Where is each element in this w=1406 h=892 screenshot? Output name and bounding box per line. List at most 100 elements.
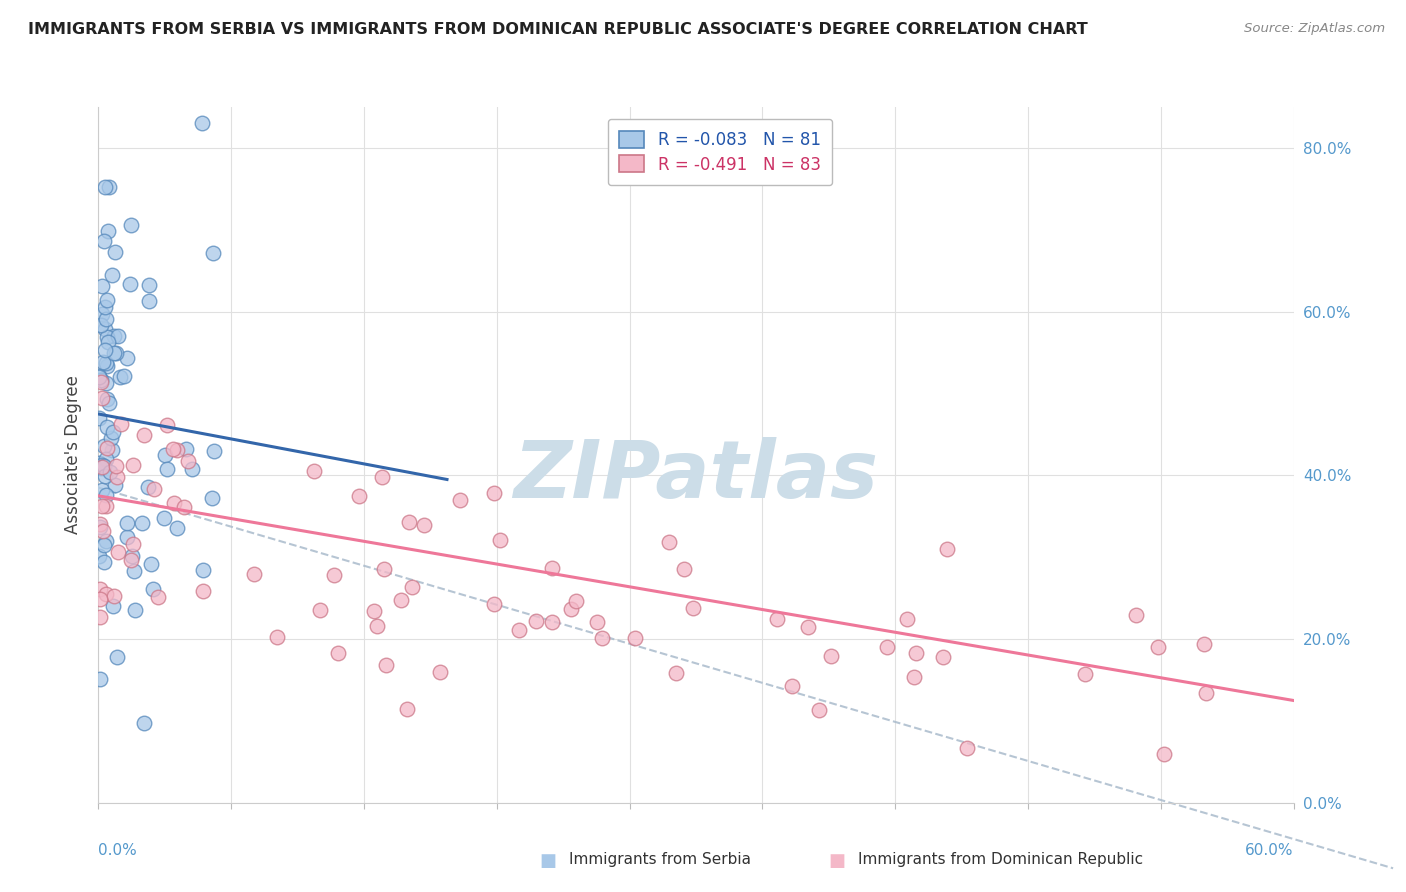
Point — [107, 545, 129, 559]
Point — [89, 673, 111, 687]
Point — [1125, 608, 1147, 623]
Point — [94, 321, 117, 335]
Point — [93, 555, 115, 569]
Point — [107, 329, 129, 343]
Point — [93, 538, 115, 552]
Point — [181, 462, 204, 476]
Point — [658, 535, 681, 549]
Point — [142, 483, 165, 497]
Text: 0.0%: 0.0% — [98, 843, 138, 858]
Point — [665, 665, 688, 680]
Text: ZIPatlas: ZIPatlas — [513, 437, 879, 515]
Point — [193, 584, 215, 599]
Point — [96, 293, 118, 308]
Point — [932, 649, 955, 664]
Text: ■: ■ — [828, 852, 845, 870]
Point — [173, 500, 195, 515]
Point — [153, 511, 176, 525]
Point — [121, 549, 143, 564]
Point — [371, 470, 394, 484]
Point — [489, 533, 512, 547]
Point — [308, 603, 330, 617]
Point — [103, 425, 125, 439]
Point — [98, 180, 121, 194]
Point — [103, 589, 125, 603]
Point — [905, 646, 928, 660]
Point — [808, 703, 831, 717]
Point — [134, 428, 156, 442]
Point — [797, 620, 820, 634]
Point — [389, 593, 412, 607]
Point — [524, 614, 547, 628]
Point — [105, 458, 128, 473]
Point — [94, 180, 117, 194]
Point — [1195, 686, 1218, 700]
Point — [96, 442, 118, 456]
Point — [91, 458, 114, 472]
Point — [122, 564, 145, 578]
Point — [89, 368, 111, 383]
Point — [302, 464, 325, 478]
Point — [484, 597, 506, 611]
Point — [105, 649, 128, 664]
Point — [142, 582, 165, 596]
Point — [682, 600, 704, 615]
Point — [449, 493, 471, 508]
Point — [162, 495, 184, 509]
Point — [935, 542, 957, 557]
Point — [508, 623, 530, 637]
Point — [323, 568, 346, 582]
Point — [96, 587, 118, 601]
Point — [162, 442, 184, 456]
Point — [131, 516, 153, 531]
Point — [90, 373, 112, 387]
Point — [373, 562, 395, 576]
Point — [412, 518, 434, 533]
Point — [93, 459, 115, 474]
Point — [94, 488, 117, 502]
Point — [565, 593, 588, 607]
Point — [398, 515, 420, 529]
Point — [90, 499, 112, 513]
Point — [204, 444, 226, 458]
Point — [132, 715, 155, 730]
Point — [242, 567, 264, 582]
Text: ■: ■ — [540, 852, 557, 870]
Point — [191, 116, 214, 130]
Point — [363, 604, 385, 618]
Point — [429, 665, 451, 679]
Point — [122, 458, 145, 472]
Point — [166, 442, 188, 457]
Point — [136, 480, 159, 494]
Point — [104, 346, 127, 360]
Point — [155, 448, 177, 462]
Point — [96, 420, 118, 434]
Point — [1147, 640, 1170, 654]
Point — [124, 603, 146, 617]
Point — [90, 461, 112, 475]
Point — [93, 439, 115, 453]
Point — [202, 245, 225, 260]
Point — [94, 376, 117, 390]
Point — [820, 648, 842, 663]
Point — [177, 454, 200, 468]
Point — [89, 609, 111, 624]
Text: Immigrants from Dominican Republic: Immigrants from Dominican Republic — [858, 852, 1143, 867]
Point — [120, 277, 142, 291]
Point — [122, 537, 145, 551]
Point — [903, 670, 925, 684]
Point — [115, 516, 138, 530]
Point — [94, 499, 117, 513]
Point — [91, 355, 114, 369]
Point — [100, 465, 122, 479]
Point — [90, 318, 112, 333]
Point — [375, 658, 398, 673]
Point — [591, 632, 613, 646]
Point — [94, 300, 117, 314]
Point — [156, 417, 179, 432]
Point — [176, 442, 198, 457]
Point — [89, 456, 111, 470]
Point — [101, 443, 124, 458]
Point — [97, 334, 120, 349]
Point — [94, 356, 117, 370]
